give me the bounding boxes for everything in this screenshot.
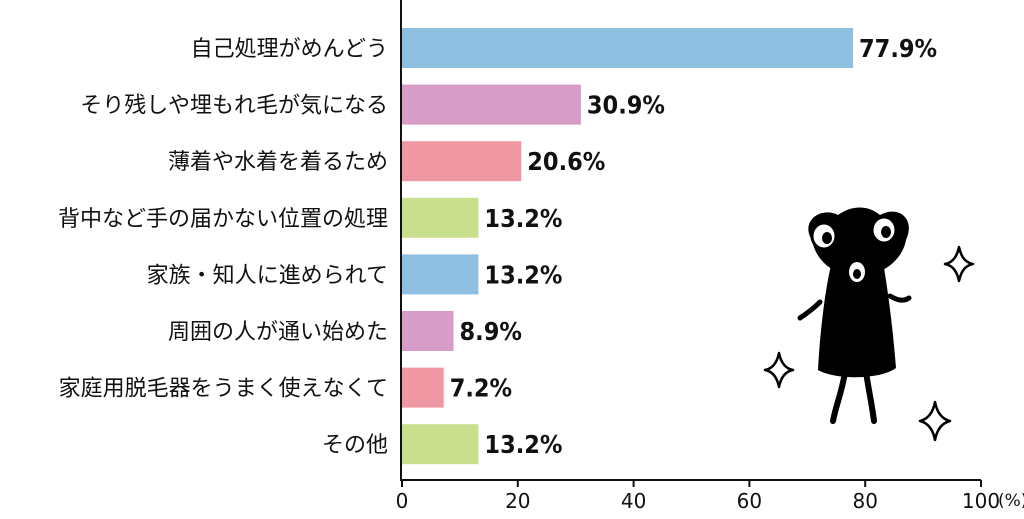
value-label: 13.2% [484, 204, 562, 233]
category-label: 家族・知人に進められて [147, 263, 388, 288]
value-label: 77.9% [859, 34, 937, 63]
bar [402, 197, 479, 238]
x-tick-label: 80 [852, 489, 877, 513]
x-tick-label: 0 [396, 489, 409, 513]
value-label: 30.9% [587, 91, 665, 120]
x-axis-unit: (%) [998, 491, 1024, 511]
category-label: 自己処理がめんどう [191, 37, 388, 62]
bar [402, 367, 444, 408]
bar [402, 84, 581, 125]
category-label: 薄着や水着を着るため [168, 150, 388, 175]
value-label: 13.2% [484, 260, 562, 289]
bar [402, 28, 854, 68]
bar [402, 311, 454, 351]
x-axis-ticks: 0 20 40 60 80 100 [396, 480, 1000, 513]
category-label: その他 [322, 433, 388, 458]
sparkle-icon [763, 351, 795, 389]
value-label: 13.2% [484, 430, 562, 459]
category-label: 背中など手の届かない位置の処理 [58, 207, 388, 232]
black-frog-character-icon [797, 207, 912, 424]
value-labels: 77.9% 30.9% 20.6% 13.2% 13.2% 8.9% 7.2% 13.2% [450, 34, 937, 459]
bar-group [402, 28, 854, 465]
category-labels: 自己処理がめんどうそり残しや埋もれ毛が気になる薄着や水着を着るため背中など手の届… [58, 37, 388, 458]
x-tick-label: 20 [505, 489, 530, 513]
bar [402, 141, 522, 182]
bar [402, 424, 479, 465]
x-tick-label: 60 [737, 489, 762, 513]
sparkle-icon [918, 400, 952, 442]
category-label: 家庭用脱毛器をうまく使えなくて [59, 377, 388, 402]
category-label: 周囲の人が通い始めた [168, 320, 388, 345]
x-tick-label: 40 [621, 489, 646, 513]
x-tick-label: 100 [962, 489, 1000, 513]
value-label: 8.9% [460, 317, 522, 346]
bar [402, 254, 479, 295]
sparkle-icon [943, 245, 975, 283]
value-label: 7.2% [450, 374, 512, 403]
value-label: 20.6% [527, 147, 605, 176]
category-label: そり残しや埋もれ毛が気になる [80, 94, 388, 119]
